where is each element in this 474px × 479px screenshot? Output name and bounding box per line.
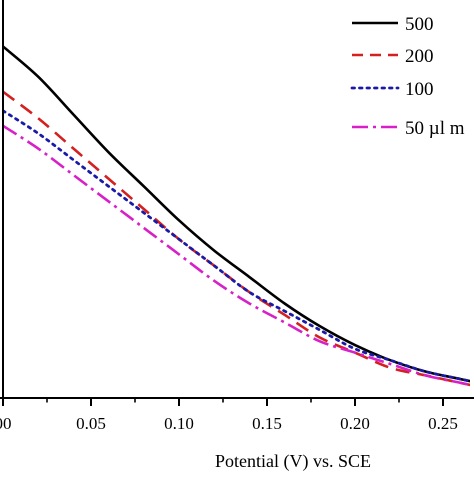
series-line-3 bbox=[3, 124, 470, 387]
series-line-1 bbox=[3, 90, 470, 387]
x-tick-label-2: 0.10 bbox=[164, 414, 194, 433]
legend-label-1: 200 bbox=[405, 46, 434, 67]
x-tick-label-3: 0.15 bbox=[252, 414, 282, 433]
legend-label-3: 50 µl m bbox=[405, 118, 465, 139]
series-line-2 bbox=[3, 109, 470, 383]
x-tick-label-1: 0.05 bbox=[76, 414, 106, 433]
legend-label-0: 500 bbox=[405, 14, 434, 35]
x-tick-label-4: 0.20 bbox=[340, 414, 370, 433]
series-line-0 bbox=[3, 45, 470, 383]
legend-label-2: 100 bbox=[405, 79, 434, 100]
x-axis-title: Potential (V) vs. SCE bbox=[215, 451, 371, 472]
x-tick-label-5: 0.25 bbox=[428, 414, 458, 433]
axes-layer: 00 0.05 0.10 0.15 0.20 0.25 bbox=[0, 0, 474, 433]
legend: 500 200 100 50 µl m bbox=[350, 14, 465, 139]
series-layer bbox=[3, 45, 470, 387]
x-tick-label-0: 00 bbox=[0, 414, 12, 433]
